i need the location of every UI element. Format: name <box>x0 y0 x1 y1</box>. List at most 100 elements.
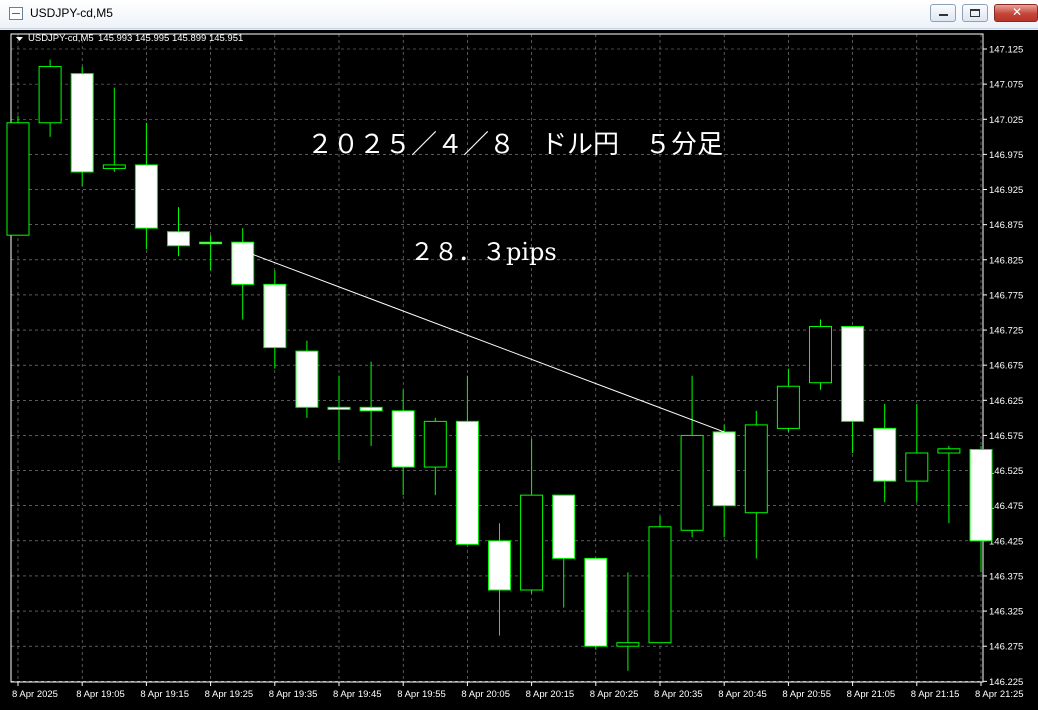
candle[interactable] <box>969 445 993 573</box>
y-tick-label: 146.575 <box>989 431 1023 442</box>
y-tick-label: 146.825 <box>989 255 1023 266</box>
y-tick-label: 146.625 <box>989 396 1023 407</box>
plot-frame <box>10 33 984 683</box>
y-tick-label: 146.875 <box>989 220 1023 231</box>
maximize-button[interactable] <box>962 4 988 22</box>
candle[interactable] <box>488 523 511 636</box>
candle-body-bearish <box>327 406 351 410</box>
candle[interactable] <box>423 417 447 496</box>
candle[interactable] <box>327 375 351 461</box>
candle-body-bullish <box>776 385 800 429</box>
candle[interactable] <box>552 494 576 608</box>
candle-body-bullish <box>648 526 672 644</box>
candle[interactable] <box>616 572 640 671</box>
candle[interactable] <box>937 445 961 524</box>
y-tick-label: 146.675 <box>989 361 1023 372</box>
candle[interactable] <box>680 375 704 538</box>
candle[interactable] <box>455 375 479 545</box>
x-tick-label: 8 Apr 20:15 <box>526 689 575 700</box>
x-tick-label: 8 Apr 19:25 <box>205 689 254 700</box>
trendline[interactable] <box>242 250 725 433</box>
x-tick-label: 8 Apr 19:35 <box>269 689 318 700</box>
candle[interactable] <box>809 319 832 390</box>
candle[interactable] <box>391 389 415 496</box>
y-tick-label: 146.925 <box>989 185 1023 196</box>
candle-body-bearish <box>134 164 158 229</box>
candle[interactable] <box>712 424 736 538</box>
candle-body-bullish <box>680 434 704 531</box>
candle[interactable] <box>295 340 319 418</box>
x-tick-label: 8 Apr 21:25 <box>975 689 1024 700</box>
x-tick-label: 8 Apr 19:15 <box>140 689 189 700</box>
x-tick-label: 8 Apr 20:45 <box>718 689 767 700</box>
candle[interactable] <box>38 59 62 137</box>
y-tick-label: 146.375 <box>989 571 1023 582</box>
minimize-button[interactable] <box>930 4 956 22</box>
y-tick-label: 146.225 <box>989 677 1023 688</box>
candle[interactable] <box>359 361 383 446</box>
close-button[interactable] <box>994 4 1038 22</box>
y-tick-label: 147.125 <box>989 45 1023 56</box>
window-titlebar[interactable]: USDJPY-cd,M5 <box>0 0 1038 29</box>
candle[interactable] <box>134 122 158 250</box>
candle-body-bullish <box>905 452 929 482</box>
y-tick-label: 146.725 <box>989 326 1023 337</box>
y-tick-label: 147.075 <box>989 80 1023 91</box>
candle-body-bearish <box>359 406 383 412</box>
candle[interactable] <box>263 270 287 369</box>
x-tick-label: 8 Apr 19:05 <box>76 689 125 700</box>
y-tick-label: 146.525 <box>989 466 1023 477</box>
y-tick-label: 146.425 <box>989 536 1023 547</box>
candle-body-bullish <box>423 420 447 468</box>
candle[interactable] <box>841 326 865 453</box>
x-tick-label: 8 Apr 20:55 <box>782 689 831 700</box>
candle-body-bearish <box>231 241 255 285</box>
y-tick-label: 146.475 <box>989 501 1023 512</box>
candle-body-bullish <box>809 326 832 384</box>
candle-body-bullish <box>744 424 768 514</box>
candle[interactable] <box>744 410 768 559</box>
candle[interactable] <box>584 557 608 650</box>
candle[interactable] <box>199 235 223 271</box>
candle[interactable] <box>648 516 672 644</box>
candle-body-bullish <box>102 164 126 169</box>
candle[interactable] <box>167 207 190 257</box>
ohlc-readout: 145.993 145.995 145.899 145.951 <box>98 33 243 44</box>
candle-body-bullish <box>520 494 544 591</box>
candle-body-bearish <box>712 431 736 507</box>
x-tick-label: 8 Apr 20:25 <box>590 689 639 700</box>
candle-body-bearish <box>969 448 993 542</box>
candle[interactable] <box>70 66 94 187</box>
chart-title-annotation: ２０２５／４／８ ドル円 ５分足 <box>307 130 723 160</box>
y-tick-label: 146.325 <box>989 607 1023 618</box>
candle[interactable] <box>873 403 897 503</box>
candle[interactable] <box>905 403 929 503</box>
candle[interactable] <box>6 115 30 236</box>
y-tick-label: 146.775 <box>989 290 1023 301</box>
candle-body-bearish <box>167 231 190 247</box>
candle-body-bullish <box>6 122 30 236</box>
x-tick-label: 8 Apr 20:35 <box>654 689 703 700</box>
chart-area[interactable] <box>0 30 1038 710</box>
candle-body-bearish <box>263 283 287 349</box>
candlestick-chart[interactable]: 146.225 146.275 146.325 146.375 146.425 146.4… <box>0 30 1038 710</box>
chart-window-icon <box>9 7 23 20</box>
y-tick-label: 147.025 <box>989 115 1023 126</box>
x-tick-label: 8 Apr 19:45 <box>333 689 382 700</box>
candle-body-bullish <box>937 448 961 454</box>
symbol-menu-triangle-icon[interactable] <box>16 37 23 41</box>
candle[interactable] <box>231 228 255 320</box>
x-tick-label: 8 Apr 21:15 <box>911 689 960 700</box>
candle[interactable] <box>102 87 126 172</box>
candle-body-bullish <box>616 642 640 647</box>
candle[interactable] <box>776 368 800 432</box>
x-tick-label: 8 Apr 2025 <box>12 689 58 700</box>
candle[interactable] <box>520 438 544 594</box>
y-tick-label: 146.275 <box>989 642 1023 653</box>
x-tick-label: 8 Apr 21:05 <box>847 689 896 700</box>
candle-body-bearish <box>584 557 608 647</box>
candle-body-bearish <box>841 326 865 422</box>
candle-body-bearish <box>199 241 223 245</box>
x-tick-label: 8 Apr 20:05 <box>461 689 510 700</box>
